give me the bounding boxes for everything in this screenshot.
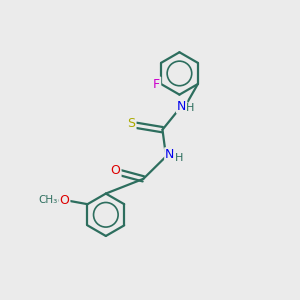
Text: N: N	[165, 148, 175, 161]
Text: CH₃: CH₃	[39, 195, 58, 205]
Text: H: H	[186, 103, 195, 113]
Text: H: H	[175, 153, 183, 163]
Text: S: S	[128, 117, 136, 130]
Text: F: F	[153, 77, 160, 91]
Text: O: O	[60, 194, 69, 207]
Text: O: O	[111, 164, 121, 176]
Text: N: N	[177, 100, 186, 112]
